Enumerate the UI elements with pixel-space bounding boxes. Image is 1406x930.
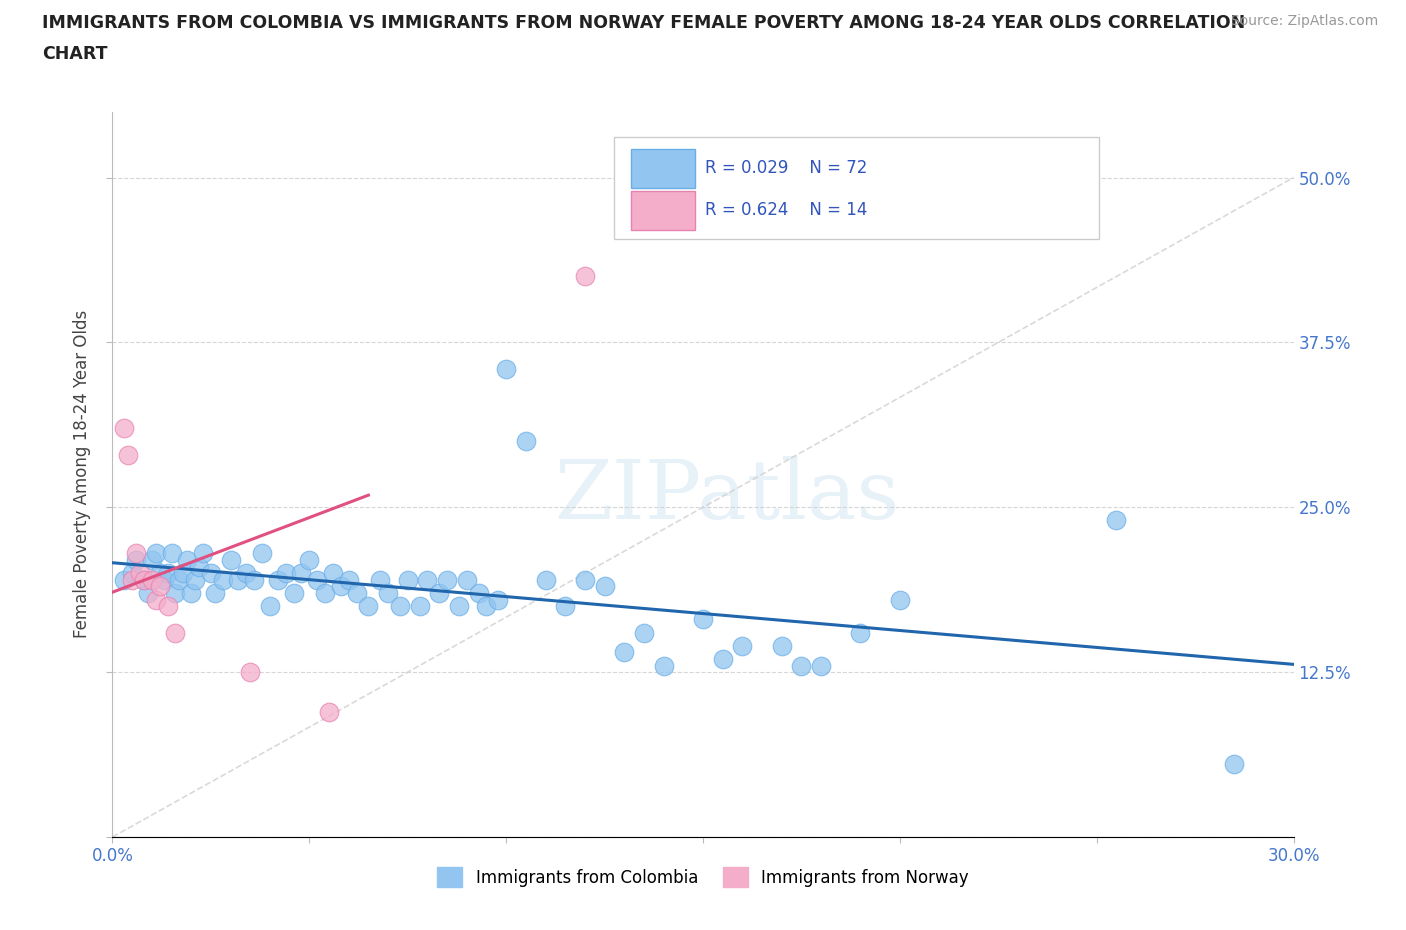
Point — [447, 599, 470, 614]
Point — [191, 546, 214, 561]
Point — [112, 572, 135, 587]
Legend: Immigrants from Colombia, Immigrants from Norway: Immigrants from Colombia, Immigrants fro… — [430, 860, 976, 894]
Text: R = 0.029    N = 72: R = 0.029 N = 72 — [706, 159, 868, 178]
Point — [239, 665, 262, 680]
Point — [322, 565, 344, 580]
Point — [145, 592, 167, 607]
Text: IMMIGRANTS FROM COLOMBIA VS IMMIGRANTS FROM NORWAY FEMALE POVERTY AMONG 18-24 YE: IMMIGRANTS FROM COLOMBIA VS IMMIGRANTS F… — [42, 14, 1246, 32]
Point — [132, 572, 155, 587]
Point — [810, 658, 832, 673]
Point — [515, 434, 537, 449]
Point — [574, 572, 596, 587]
Point — [141, 552, 163, 567]
Point — [243, 572, 266, 587]
Point — [427, 586, 450, 601]
Point — [574, 269, 596, 284]
Point — [149, 579, 172, 594]
Point — [346, 586, 368, 601]
Point — [267, 572, 290, 587]
Point — [408, 599, 430, 614]
Point — [165, 625, 187, 640]
Point — [613, 644, 636, 659]
Point — [849, 625, 872, 640]
Y-axis label: Female Poverty Among 18-24 Year Olds: Female Poverty Among 18-24 Year Olds — [73, 311, 91, 638]
Point — [388, 599, 411, 614]
Point — [125, 552, 148, 567]
Point — [176, 552, 198, 567]
Point — [228, 572, 250, 587]
Point — [495, 362, 517, 377]
FancyBboxPatch shape — [614, 137, 1098, 239]
Point — [396, 572, 419, 587]
Point — [1105, 513, 1128, 528]
Point — [475, 599, 498, 614]
Point — [250, 546, 273, 561]
Point — [416, 572, 439, 587]
Point — [318, 704, 340, 719]
Point — [152, 572, 174, 587]
Point — [184, 572, 207, 587]
Point — [156, 599, 179, 614]
Point — [436, 572, 458, 587]
Point — [456, 572, 478, 587]
Text: R = 0.624    N = 14: R = 0.624 N = 14 — [706, 201, 868, 219]
Point — [172, 565, 194, 580]
Point — [368, 572, 391, 587]
Point — [534, 572, 557, 587]
Point — [132, 572, 155, 587]
Point — [149, 565, 172, 580]
Point — [283, 586, 305, 601]
Point — [180, 586, 202, 601]
Point — [377, 586, 399, 601]
Point — [329, 579, 352, 594]
Point — [160, 546, 183, 561]
Point — [188, 559, 211, 574]
Point — [357, 599, 380, 614]
Point — [112, 420, 135, 435]
Point — [790, 658, 813, 673]
Text: Source: ZipAtlas.com: Source: ZipAtlas.com — [1230, 14, 1378, 28]
Point — [219, 552, 242, 567]
Point — [274, 565, 297, 580]
Point — [692, 612, 714, 627]
Point — [554, 599, 576, 614]
Point — [165, 586, 187, 601]
Point — [145, 546, 167, 561]
Point — [141, 572, 163, 587]
Point — [770, 638, 793, 653]
Point — [200, 565, 222, 580]
Text: ZIPatlas: ZIPatlas — [554, 456, 900, 536]
Point — [235, 565, 257, 580]
Point — [889, 592, 911, 607]
Point — [486, 592, 509, 607]
FancyBboxPatch shape — [631, 149, 695, 188]
Point — [337, 572, 360, 587]
Point — [156, 565, 179, 580]
Point — [121, 572, 143, 587]
Point — [169, 572, 191, 587]
Point — [633, 625, 655, 640]
Point — [125, 546, 148, 561]
Point — [136, 586, 159, 601]
Point — [711, 652, 734, 667]
Point — [298, 552, 321, 567]
Point — [129, 565, 152, 580]
Point — [593, 579, 616, 594]
Point — [467, 586, 489, 601]
Point — [117, 447, 139, 462]
Point — [731, 638, 754, 653]
Text: CHART: CHART — [42, 45, 108, 62]
Point — [652, 658, 675, 673]
Point — [314, 586, 336, 601]
Point — [121, 565, 143, 580]
Point — [204, 586, 226, 601]
Point — [1223, 757, 1246, 772]
Point — [290, 565, 312, 580]
FancyBboxPatch shape — [631, 191, 695, 230]
Point — [307, 572, 329, 587]
Point — [259, 599, 281, 614]
Point — [211, 572, 233, 587]
